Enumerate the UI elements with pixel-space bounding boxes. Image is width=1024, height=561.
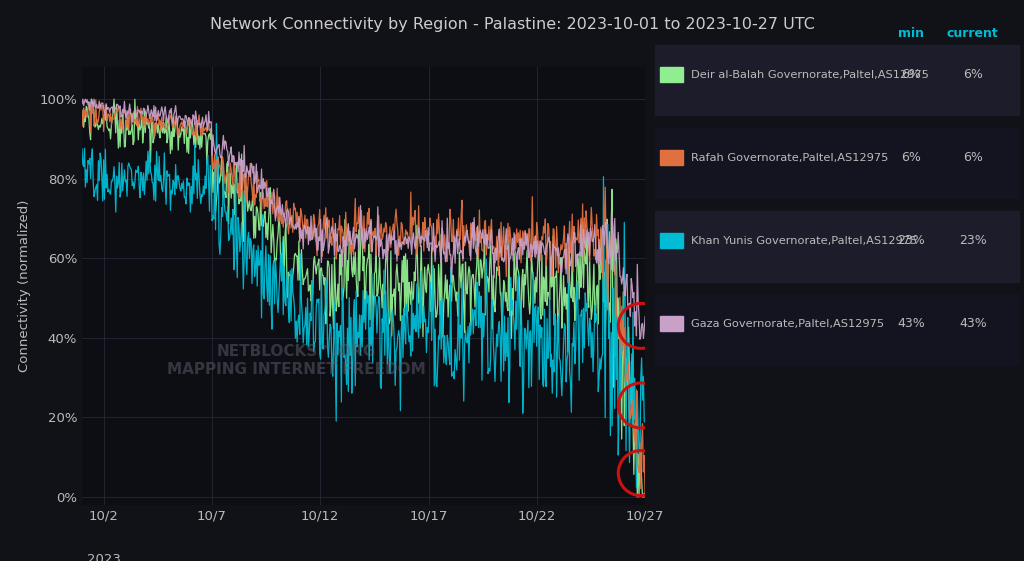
Text: NETBLOCKS™.ORG
MAPPING INTERNET FREEDOM: NETBLOCKS™.ORG MAPPING INTERNET FREEDOM [167, 344, 425, 376]
Text: Khan Yunis Governorate,Paltel,AS12975: Khan Yunis Governorate,Paltel,AS12975 [691, 236, 918, 246]
Text: 6%: 6% [963, 68, 983, 81]
Text: 23%: 23% [958, 234, 987, 247]
Text: 6%: 6% [901, 151, 922, 164]
Text: 6%: 6% [901, 68, 922, 81]
Text: 43%: 43% [897, 317, 926, 330]
Text: 2023: 2023 [87, 553, 121, 561]
Text: 23%: 23% [897, 234, 926, 247]
Text: Network Connectivity by Region - Palastine: 2023-10-01 to 2023-10-27 UTC: Network Connectivity by Region - Palasti… [210, 17, 814, 32]
Y-axis label: Connectivity (normalized): Connectivity (normalized) [17, 200, 31, 373]
Text: min: min [898, 27, 925, 40]
Text: 6%: 6% [963, 151, 983, 164]
Text: 43%: 43% [958, 317, 987, 330]
Text: current: current [947, 27, 998, 40]
Text: Deir al-Balah Governorate,Paltel,AS12975: Deir al-Balah Governorate,Paltel,AS12975 [691, 70, 929, 80]
Text: Gaza Governorate,Paltel,AS12975: Gaza Governorate,Paltel,AS12975 [691, 319, 885, 329]
Text: Rafah Governorate,Paltel,AS12975: Rafah Governorate,Paltel,AS12975 [691, 153, 889, 163]
